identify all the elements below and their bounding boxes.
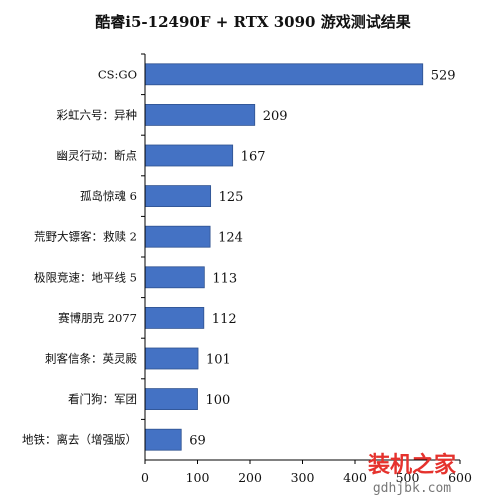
chart-title: 酷睿i5-12490F + RTX 3090 游戏测试结果 bbox=[95, 13, 411, 31]
category-label: 看门狗：军团 bbox=[68, 392, 137, 406]
x-tick-label: 0 bbox=[141, 470, 149, 485]
value-label: 112 bbox=[212, 312, 237, 327]
bar bbox=[144, 347, 199, 370]
value-label: 100 bbox=[206, 393, 231, 408]
category-label: CS:GO bbox=[98, 67, 137, 81]
value-label: 124 bbox=[218, 231, 243, 246]
bar bbox=[144, 225, 211, 248]
category-label: 地铁：离去（增强版） bbox=[22, 433, 137, 447]
bar bbox=[144, 428, 182, 451]
value-label: 69 bbox=[189, 434, 206, 449]
value-label: 167 bbox=[241, 150, 266, 165]
category-label: 彩虹六号：异种 bbox=[57, 108, 138, 122]
bar bbox=[144, 306, 205, 329]
bar bbox=[144, 144, 234, 167]
category-label: 赛博朋克 2077 bbox=[58, 311, 137, 325]
category-label: 孤岛惊魂 6 bbox=[80, 189, 137, 203]
category-label: 荒野大镖客：救赎 2 bbox=[34, 230, 137, 244]
x-tick-label: 500 bbox=[396, 470, 420, 485]
value-label: 125 bbox=[219, 190, 244, 205]
watermark-title: 装机之家 bbox=[368, 452, 457, 478]
bar bbox=[144, 388, 198, 411]
category-label: 极限竞速：地平线 5 bbox=[34, 270, 137, 284]
bar bbox=[144, 104, 256, 126]
category-label: 刺客信条：英灵殿 bbox=[45, 352, 137, 366]
bar bbox=[144, 63, 424, 86]
watermark-url: gdhjbk.com bbox=[373, 481, 451, 496]
category-label: 幽灵行动：断点 bbox=[57, 149, 138, 163]
bar bbox=[144, 266, 205, 289]
value-label: 209 bbox=[263, 109, 288, 124]
x-tick-label: 200 bbox=[238, 470, 262, 485]
value-label: 113 bbox=[212, 271, 237, 286]
x-tick-label: 600 bbox=[448, 470, 472, 485]
value-label: 529 bbox=[431, 68, 456, 83]
watermark: 装机之家 gdhjbk.com bbox=[368, 452, 457, 496]
x-ticks-layer: 0 100 200 300 400 500 600 bbox=[141, 460, 472, 485]
bars-layer: CS:GO 529 彩虹六号：异种 209 幽灵行动：断点 167 孤岛惊魂 6 125 荒野大… bbox=[22, 53, 456, 451]
value-label: 101 bbox=[206, 353, 231, 368]
x-tick-label: 400 bbox=[343, 470, 367, 485]
x-tick-label: 100 bbox=[186, 470, 210, 485]
bar bbox=[144, 185, 212, 208]
x-tick-label: 300 bbox=[291, 470, 315, 485]
